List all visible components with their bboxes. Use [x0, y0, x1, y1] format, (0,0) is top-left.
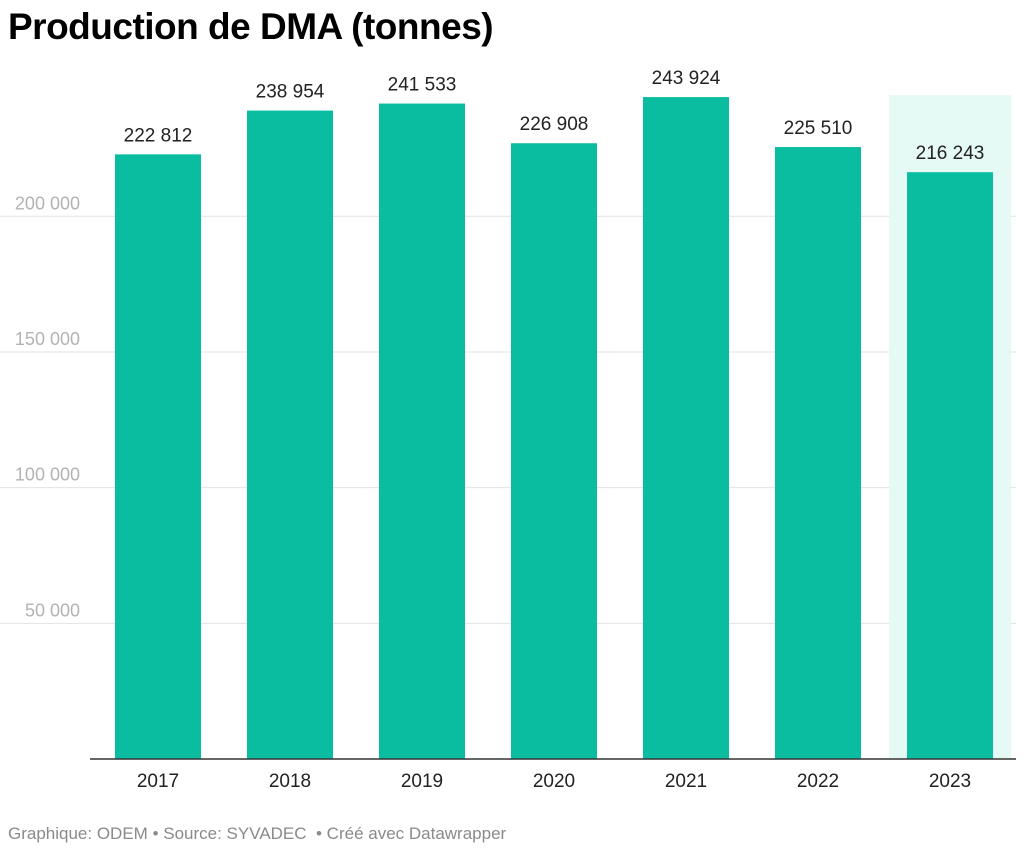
value-label: 216 243: [916, 143, 985, 164]
footer-source: Source: SYVADEC: [163, 824, 307, 843]
value-label: 222 812: [124, 125, 193, 146]
y-tick-label: 200 000: [15, 193, 80, 213]
bar: [247, 110, 333, 759]
footer-separator: •: [306, 824, 327, 843]
y-tick-label: 50 000: [25, 600, 80, 620]
y-tick-label: 100 000: [15, 465, 80, 485]
x-tick-label: 2017: [137, 771, 179, 792]
value-label: 241 533: [388, 75, 457, 96]
footer-made-with: Créé avec Datawrapper: [326, 824, 507, 843]
axes: 2017 2018 2019 2020 2021 2022 2023: [90, 758, 1016, 792]
chart-title: Production de DMA (tonnes): [8, 6, 494, 47]
y-tick-label: 150 000: [15, 329, 80, 349]
bar: [115, 154, 201, 759]
value-label: 226 908: [520, 114, 589, 135]
value-label: 238 954: [256, 82, 325, 103]
value-label: 243 924: [652, 68, 721, 89]
bar: [643, 97, 729, 760]
value-label: 225 510: [784, 118, 853, 139]
x-tick-label: 2020: [533, 771, 575, 792]
bar: [775, 147, 861, 759]
x-tick-label: 2021: [665, 771, 707, 792]
bar: [379, 103, 465, 760]
chart-footer: Graphique: ODEM • Source: SYVADEC • Créé…: [8, 824, 506, 844]
bar: [511, 143, 597, 760]
x-tick-label: 2023: [929, 771, 971, 792]
value-labels: 222 812 238 954 241 533 226 908 243 924 225 5…: [124, 68, 985, 164]
bar: [907, 172, 993, 759]
x-tick-label: 2022: [797, 771, 839, 792]
bars: [115, 97, 993, 760]
footer-separator: •: [147, 824, 164, 843]
x-tick-label: 2019: [401, 771, 443, 792]
x-tick-label: 2018: [269, 771, 311, 792]
footer-credit: Graphique: ODEM: [8, 824, 148, 843]
